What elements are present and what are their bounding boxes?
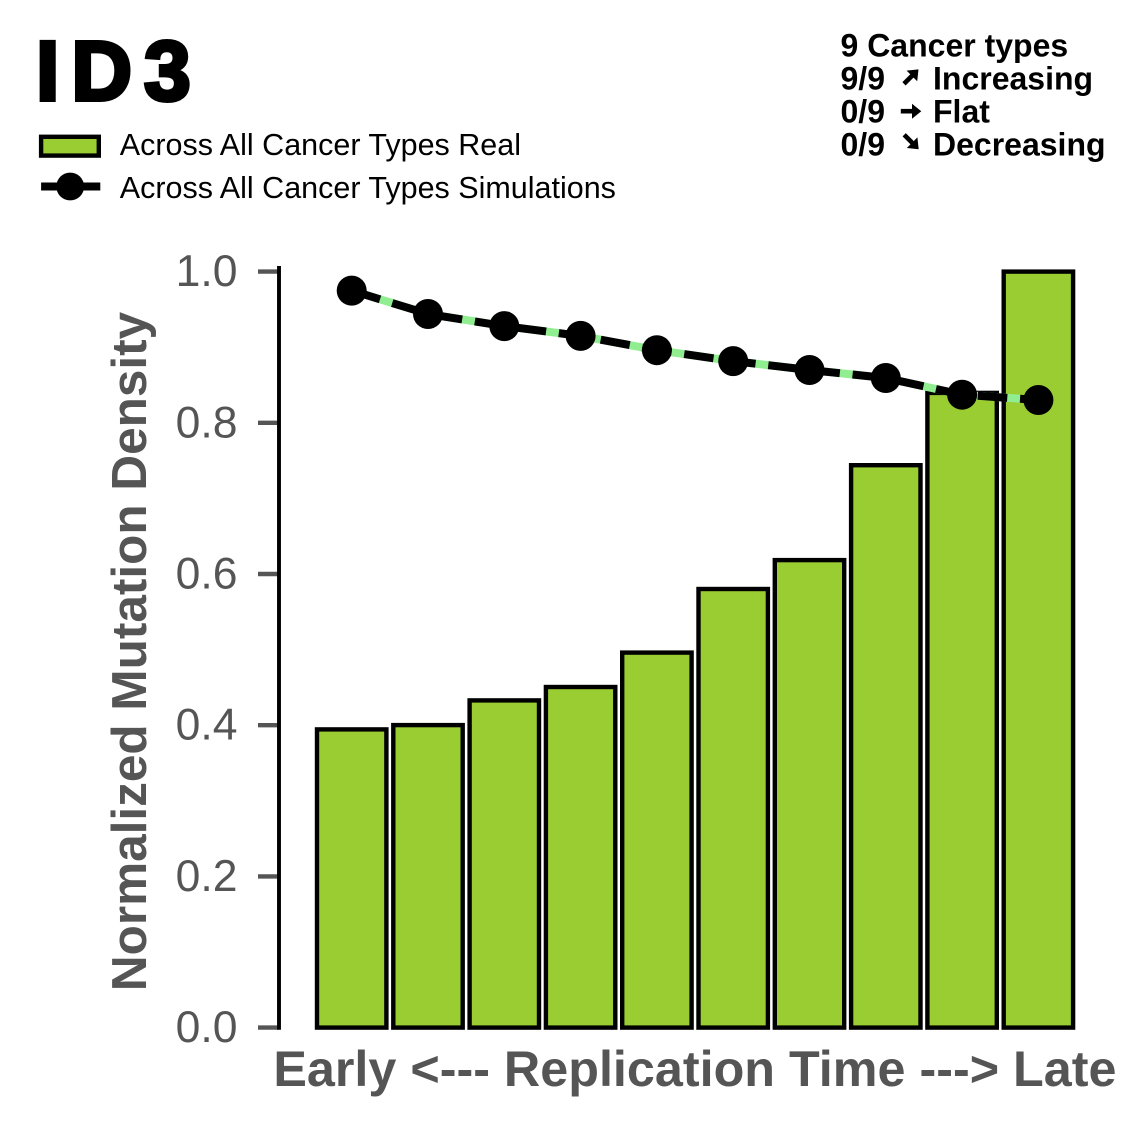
svg-text:Decreasing: Decreasing xyxy=(933,127,1106,163)
svg-text:1.0: 1.0 xyxy=(176,247,238,296)
svg-text:Across All Cancer Types Simula: Across All Cancer Types Simulations xyxy=(120,171,616,205)
svg-text:9/9: 9/9 xyxy=(841,61,885,97)
svg-text:0/9: 0/9 xyxy=(841,127,885,163)
svg-text:9 Cancer types: 9 Cancer types xyxy=(841,28,1069,64)
svg-text:Normalized Mutation Density: Normalized Mutation Density xyxy=(102,311,157,991)
svg-text:0/9: 0/9 xyxy=(841,94,885,130)
svg-text:0.2: 0.2 xyxy=(176,852,238,901)
svg-text:Flat: Flat xyxy=(933,94,990,130)
svg-text:0.6: 0.6 xyxy=(176,550,238,599)
svg-text:0.4: 0.4 xyxy=(176,701,238,750)
svg-text:Increasing: Increasing xyxy=(933,61,1093,97)
svg-text:0.8: 0.8 xyxy=(176,398,238,447)
svg-text:Across All Cancer Types Real: Across All Cancer Types Real xyxy=(120,128,521,162)
svg-text:ID3: ID3 xyxy=(36,24,203,118)
svg-text:Early <--- Replication Time --: Early <--- Replication Time ---> Late xyxy=(273,1040,1116,1097)
svg-text:0.0: 0.0 xyxy=(176,1003,238,1052)
